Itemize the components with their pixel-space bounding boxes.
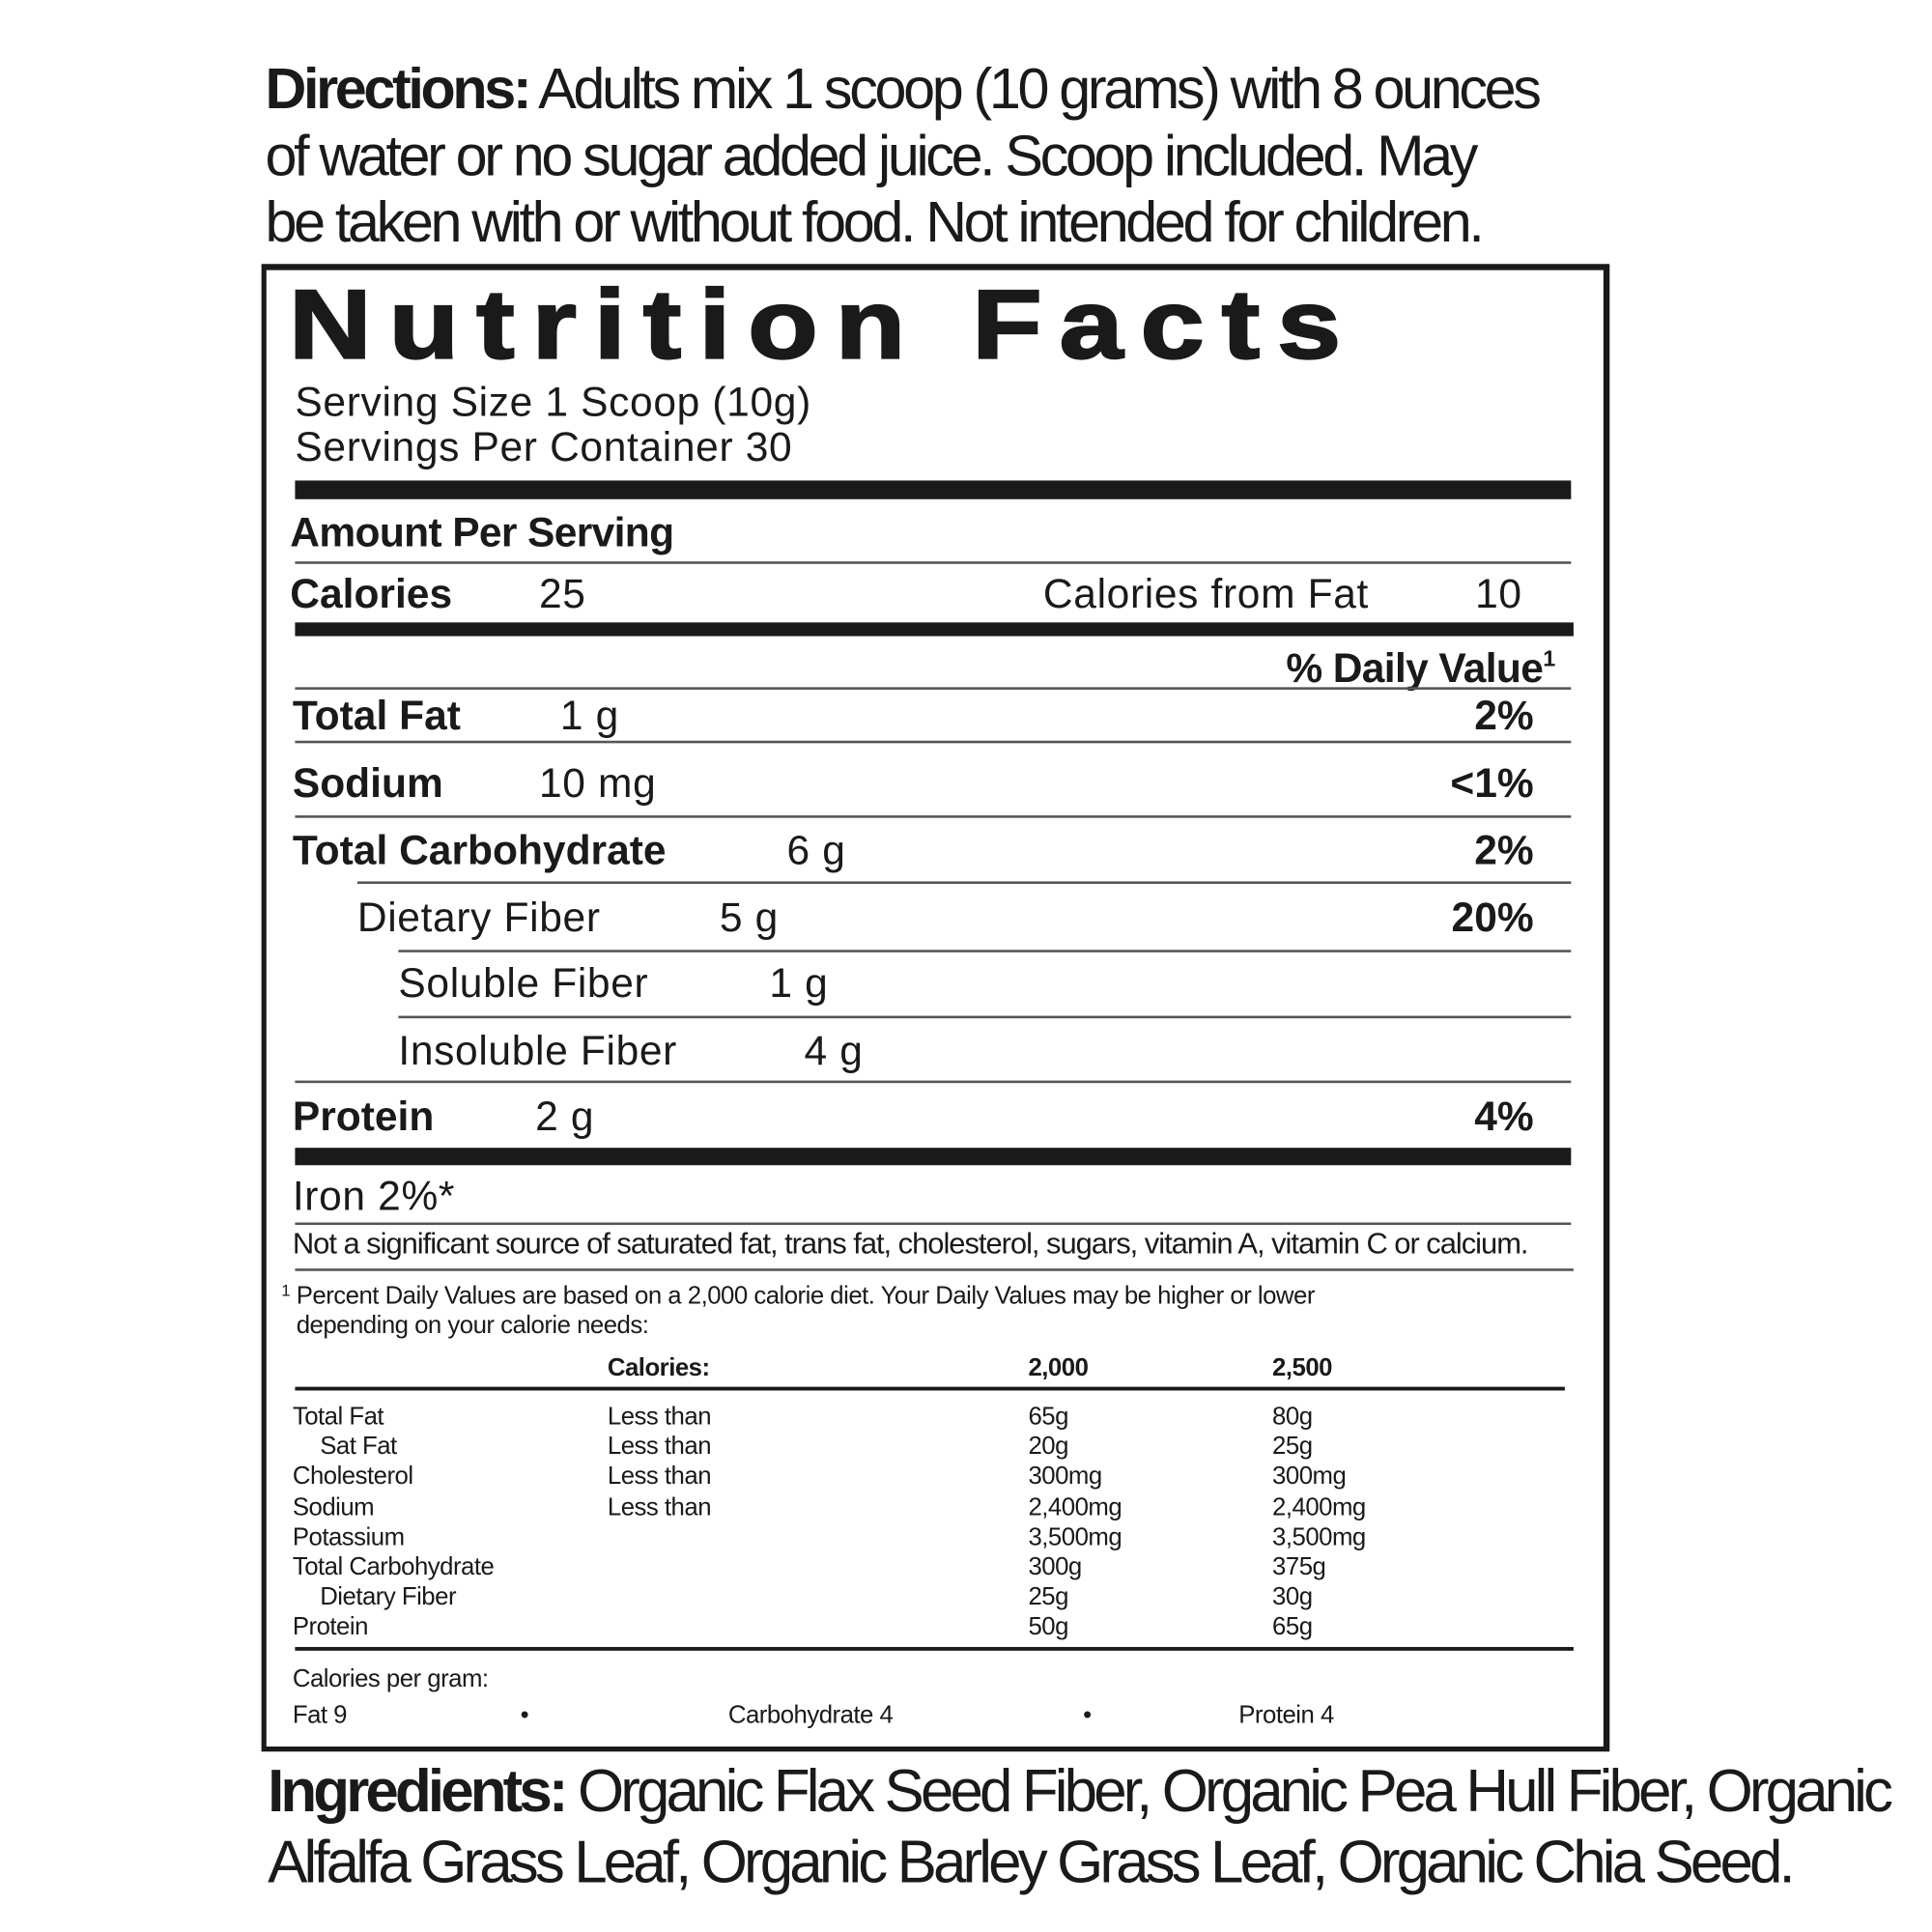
- directions-line-3: be taken with or without food. Not inten…: [265, 188, 1484, 254]
- dv-table-header: 2,000: [1028, 1354, 1089, 1382]
- dv-2000: 20g: [1028, 1433, 1068, 1461]
- dv-qualifier: Less than: [607, 1403, 712, 1431]
- daily-value-header: % Daily Value1: [1286, 644, 1555, 692]
- cpg-fat: Fat 9: [292, 1701, 348, 1730]
- nutrient-dv: 2%: [1474, 692, 1534, 739]
- medium-divider: [295, 622, 1574, 637]
- calories-from-fat-value: 10: [1475, 570, 1522, 616]
- nutrient-amount: 10 mg: [539, 759, 657, 806]
- dv-2500: 3,500mg: [1272, 1523, 1366, 1551]
- dv-nutrient: Cholesterol: [292, 1463, 413, 1492]
- divider: [295, 561, 1572, 564]
- dv-2000: 25g: [1028, 1583, 1068, 1611]
- dv-nutrient: Sodium: [292, 1492, 375, 1521]
- footnote-line: depending on your calorie needs:: [296, 1312, 649, 1340]
- nutrient-dv: <1%: [1450, 759, 1534, 806]
- nutrition-facts-panel: [261, 264, 1610, 1752]
- nutrient-dv: 4%: [1474, 1093, 1534, 1140]
- nutrition-facts-title: Nutrition Facts: [288, 270, 1359, 380]
- serving-size: Serving Size 1 Scoop (10g): [295, 378, 811, 425]
- nutrient-amount: 5 g: [719, 894, 779, 940]
- nutrient-dv: 2%: [1474, 826, 1534, 873]
- nutrient-name: Protein: [292, 1093, 435, 1140]
- ingredients-line-1: Ingredients: Organic Flax Seed Fiber, Or…: [268, 1762, 1893, 1823]
- divider: [295, 687, 1572, 690]
- ingredients-line-2: Alfalfa Grass Leaf, Organic Barley Grass…: [268, 1830, 1796, 1896]
- dv-nutrient: Protein: [292, 1613, 369, 1642]
- dv-table-header: 2,500: [1272, 1354, 1332, 1382]
- directions-line-2: of water or no sugar added juice. Scoop …: [265, 123, 1478, 188]
- dv-2500: 375g: [1272, 1553, 1326, 1581]
- divider: [295, 740, 1572, 744]
- calories-value: 25: [539, 570, 586, 616]
- separator-dot: •: [520, 1701, 529, 1730]
- divider: [295, 1222, 1572, 1226]
- dv-table-header: Calories:: [607, 1354, 710, 1382]
- dv-2000: 50g: [1028, 1613, 1068, 1642]
- divider: [295, 815, 1572, 818]
- divider: [398, 950, 1572, 952]
- nutrient-name: Dietary Fiber: [356, 894, 601, 940]
- divider: [295, 1646, 1574, 1651]
- not-significant-source: Not a significant source of saturated fa…: [292, 1227, 1529, 1262]
- nutrient-name: Soluble Fiber: [398, 959, 649, 1007]
- divider: [295, 1080, 1572, 1084]
- dv-2500: 30g: [1272, 1583, 1313, 1611]
- ingredients-label: Ingredients:: [268, 1758, 568, 1826]
- divider: [295, 1268, 1574, 1271]
- dv-2000: 2,400mg: [1028, 1492, 1122, 1521]
- servings-per-container: Servings Per Container 30: [295, 423, 793, 469]
- dv-2000: 300mg: [1028, 1463, 1102, 1492]
- dv-2000: 3,500mg: [1028, 1523, 1122, 1551]
- ingredients-text: Organic Flax Seed Fiber, Organic Pea Hul…: [577, 1758, 1893, 1826]
- cpg-carbohydrate: Carbohydrate 4: [727, 1701, 894, 1730]
- dv-nutrient: Total Carbohydrate: [292, 1553, 495, 1581]
- thick-divider: [295, 480, 1572, 499]
- dv-nutrient: Potassium: [292, 1523, 405, 1551]
- dv-2500: 25g: [1272, 1433, 1313, 1461]
- dv-nutrient: Total Fat: [292, 1403, 384, 1431]
- divider: [398, 1015, 1572, 1019]
- nutrient-amount: 2 g: [535, 1093, 595, 1140]
- dv-2500: 80g: [1272, 1403, 1313, 1431]
- nutrient-name: Insoluble Fiber: [398, 1027, 677, 1073]
- iron: Iron 2%*: [292, 1172, 456, 1219]
- footnote-line: Percent Daily Values are based on a 2,00…: [296, 1282, 1316, 1310]
- dv-qualifier: Less than: [607, 1492, 712, 1521]
- nutrient-amount: 1 g: [769, 959, 829, 1007]
- thick-divider: [295, 1148, 1572, 1166]
- cpg-protein: Protein 4: [1238, 1701, 1334, 1730]
- nutrient-name: Total Fat: [292, 692, 461, 739]
- amount-per-serving: Amount Per Serving: [290, 509, 674, 555]
- nutrient-name: Total Carbohydrate: [292, 826, 667, 873]
- nutrient-dv: 20%: [1451, 894, 1534, 940]
- nutrient-amount: 6 g: [786, 826, 846, 873]
- dv-2500: 300mg: [1272, 1463, 1347, 1492]
- dv-qualifier: Less than: [607, 1463, 712, 1492]
- dv-2000: 300g: [1028, 1553, 1082, 1581]
- calories-per-gram-label: Calories per gram:: [292, 1665, 489, 1693]
- calories-label: Calories: [290, 570, 453, 616]
- directions-label: Directions:: [265, 55, 531, 122]
- nutrient-amount: 4 g: [804, 1027, 864, 1073]
- dv-2000: 65g: [1028, 1403, 1068, 1431]
- dv-2500: 2,400mg: [1272, 1492, 1366, 1521]
- divider: [295, 1386, 1565, 1391]
- footnote-mark: 1: [281, 1281, 291, 1300]
- divider: [356, 881, 1572, 884]
- dv-nutrient: Sat Fat: [320, 1433, 397, 1461]
- calories-from-fat-label: Calories from Fat: [1042, 570, 1370, 616]
- nutrient-amount: 1 g: [559, 692, 619, 739]
- dv-2500: 65g: [1272, 1613, 1313, 1642]
- nutrient-name: Sodium: [292, 759, 443, 806]
- dv-qualifier: Less than: [607, 1433, 712, 1461]
- separator-dot: •: [1083, 1701, 1092, 1730]
- directions-line-1: Directions: Adults mix 1 scoop (10 grams…: [265, 60, 1541, 117]
- directions-text: Adults mix 1 scoop (10 grams) with 8 oun…: [538, 55, 1542, 122]
- dv-nutrient: Dietary Fiber: [320, 1583, 457, 1611]
